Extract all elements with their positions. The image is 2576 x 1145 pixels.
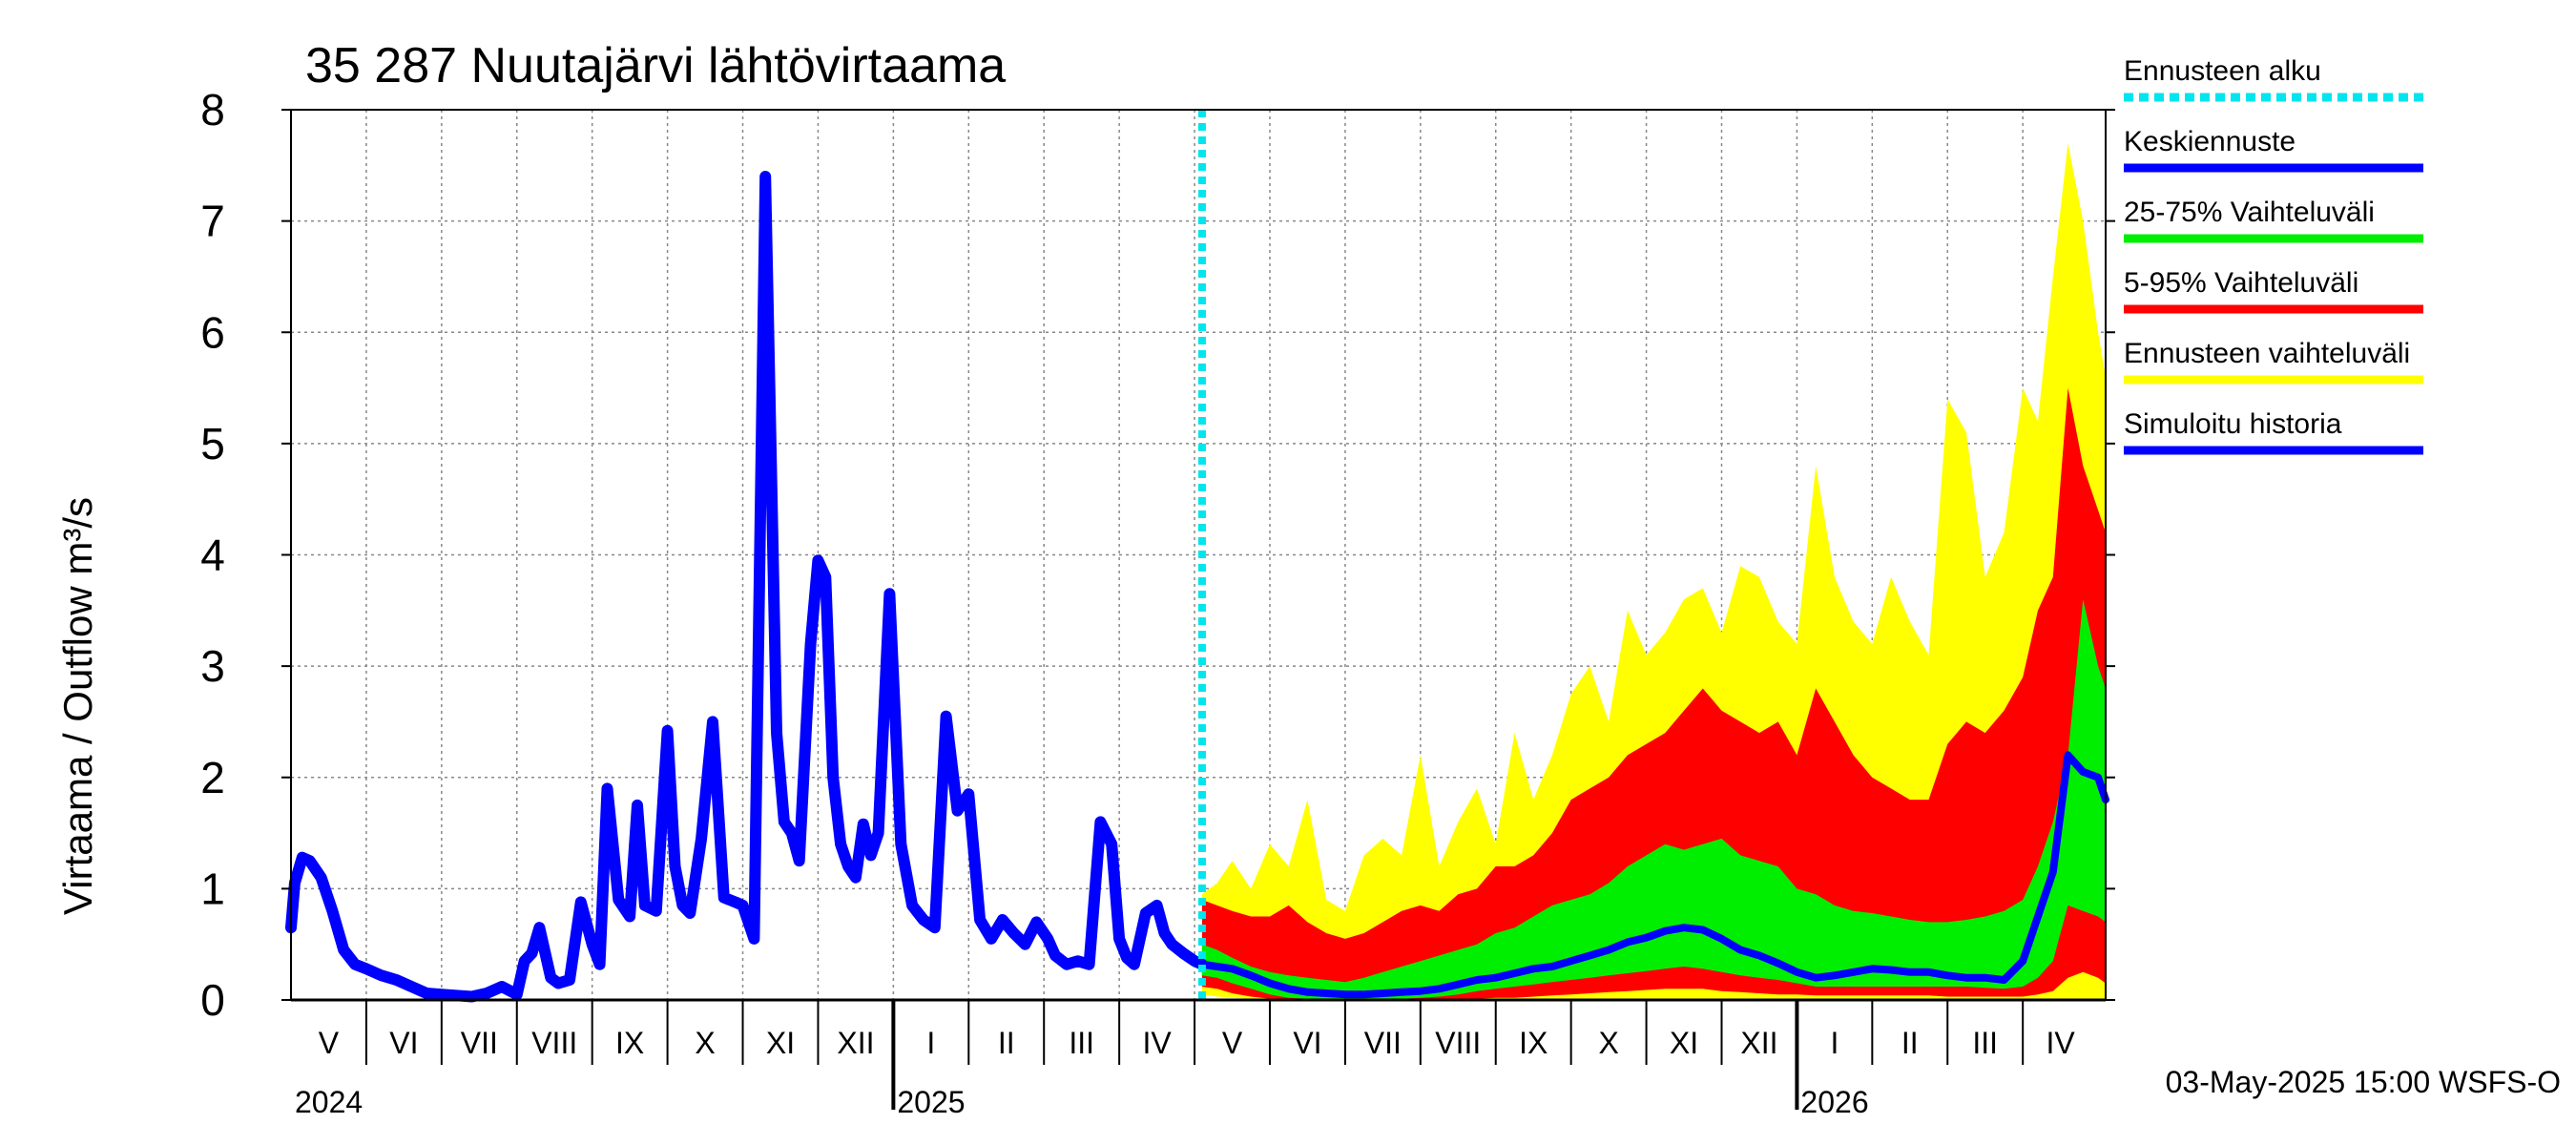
- month-label: IV: [2046, 1026, 2076, 1060]
- month-label: X: [1598, 1026, 1618, 1060]
- month-label: VI: [1293, 1026, 1321, 1060]
- month-label: I: [1830, 1026, 1839, 1060]
- month-label: V: [319, 1026, 340, 1060]
- legend-label: 5-95% Vaihteluväli: [2124, 267, 2358, 299]
- mean-forecast-line: [1197, 751, 2109, 999]
- month-label: VIII: [531, 1026, 577, 1060]
- x-tick-labels: V VI VII VIII IX X XI XII I II III IV V VI VII VIII IX X X…: [295, 1026, 2075, 1119]
- month-label: VIII: [1435, 1026, 1481, 1060]
- y-tick-label: 4: [200, 531, 225, 580]
- month-label: XII: [837, 1026, 874, 1060]
- month-label: IX: [1519, 1026, 1548, 1060]
- y-tick-label: 5: [200, 419, 225, 468]
- month-label: X: [695, 1026, 715, 1060]
- y-tick-label: 3: [200, 641, 225, 691]
- forecast-bands: [1201, 143, 2106, 1001]
- y-tick-label: 0: [200, 975, 225, 1025]
- p5-95-band: [1201, 387, 2106, 1001]
- month-label: XI: [1670, 1026, 1698, 1060]
- month-label: II: [1901, 1026, 1919, 1060]
- y-tick-label: 6: [200, 307, 225, 357]
- y-tick-label: 1: [200, 864, 225, 913]
- month-label: VI: [389, 1026, 418, 1060]
- month-label: XII: [1740, 1026, 1777, 1060]
- month-label: III: [1972, 1026, 1998, 1060]
- y-axis-label: Virtaama / Outflow m³/s: [55, 497, 100, 915]
- month-label: XI: [766, 1026, 795, 1060]
- legend: Ennusteen alku Keskiennuste 25-75% Vaihtel…: [2124, 55, 2423, 455]
- p25-75-band: [1201, 599, 2106, 999]
- y-tick-labels: 0 1 2 3 4 5 6 7 8: [200, 85, 225, 1025]
- month-label: VII: [461, 1026, 498, 1060]
- month-label: I: [926, 1026, 935, 1060]
- data-lines: [285, 110, 2109, 1003]
- year-label: 2024: [295, 1085, 363, 1119]
- y-tick-label: 8: [200, 85, 225, 135]
- y-tick-label: 7: [200, 197, 225, 246]
- legend-label: 25-75% Vaihteluväli: [2124, 197, 2375, 228]
- legend-label: Ennusteen vaihteluväli: [2124, 338, 2410, 369]
- legend-label: Ennusteen alku: [2124, 55, 2321, 87]
- year-label: 2025: [897, 1085, 965, 1119]
- month-label: IX: [615, 1026, 644, 1060]
- axes: [281, 109, 2115, 1110]
- month-label: VII: [1364, 1026, 1402, 1060]
- month-label: II: [998, 1026, 1015, 1060]
- y-tick-label: 2: [200, 753, 225, 802]
- simulated-history-line: [285, 171, 1208, 1003]
- month-label: V: [1222, 1026, 1243, 1060]
- year-label: 2026: [1800, 1085, 1868, 1119]
- legend-label: Keskiennuste: [2124, 126, 2296, 157]
- chart-title: 35 287 Nuutajärvi lähtövirtaama: [305, 38, 1006, 94]
- month-label: III: [1069, 1026, 1094, 1060]
- legend-label: Simuloitu historia: [2124, 408, 2342, 440]
- month-label: IV: [1142, 1026, 1172, 1060]
- footer-timestamp: 03-May-2025 15:00 WSFS-O: [2166, 1065, 2561, 1099]
